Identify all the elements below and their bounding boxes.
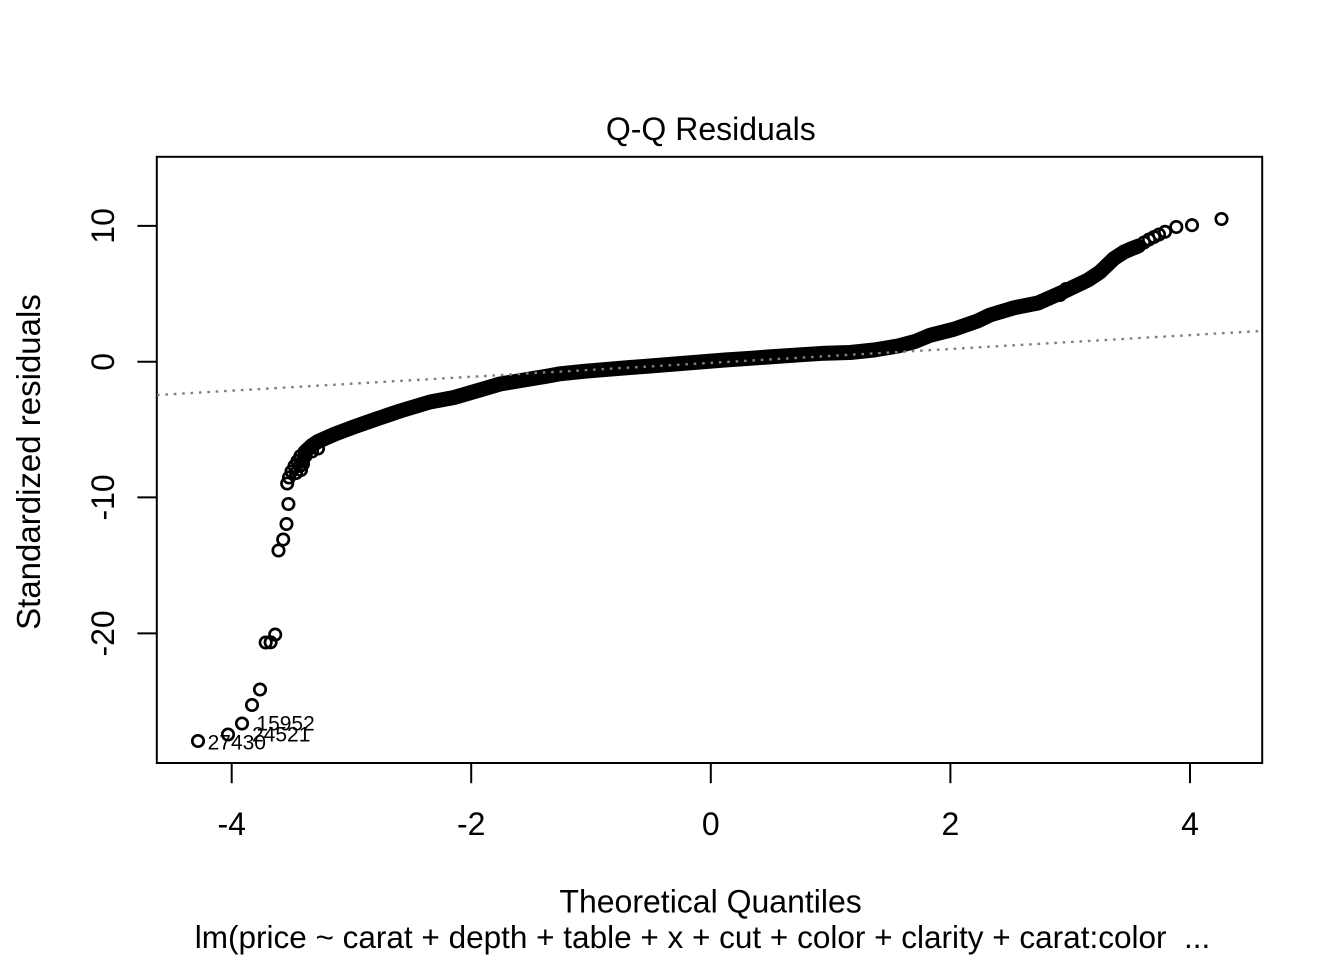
svg-text:Standardized residuals: Standardized residuals [10, 294, 47, 630]
svg-text:10: 10 [85, 208, 121, 244]
svg-text:2: 2 [942, 806, 960, 842]
svg-text:15952: 15952 [256, 712, 314, 735]
svg-text:-2: -2 [457, 806, 485, 842]
svg-text:-20: -20 [85, 610, 121, 656]
svg-text:-10: -10 [85, 474, 121, 520]
svg-text:lm(price ~ carat + depth + tab: lm(price ~ carat + depth + table + x + c… [195, 919, 1210, 955]
svg-text:0: 0 [85, 353, 121, 371]
svg-text:-4: -4 [217, 806, 245, 842]
svg-text:Q-Q Residuals: Q-Q Residuals [606, 111, 816, 147]
svg-text:0: 0 [702, 806, 720, 842]
svg-text:Theoretical Quantiles: Theoretical Quantiles [559, 883, 861, 919]
svg-text:24521: 24521 [252, 724, 310, 747]
svg-text:27430: 27430 [208, 731, 266, 754]
svg-text:4: 4 [1181, 806, 1199, 842]
